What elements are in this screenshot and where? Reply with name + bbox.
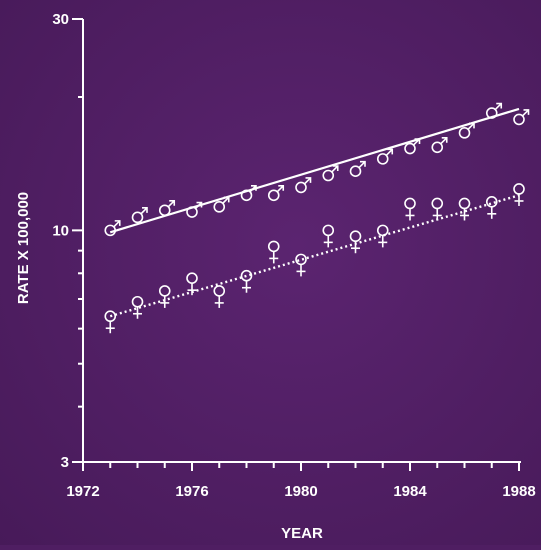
female-data-point bbox=[349, 230, 362, 254]
x-axis-label: YEAR bbox=[281, 525, 323, 542]
male-data-point bbox=[267, 184, 285, 202]
x-tick-label: 1980 bbox=[284, 483, 317, 500]
female-data-point bbox=[295, 253, 307, 277]
male-data-point bbox=[295, 177, 312, 194]
female-data-point bbox=[267, 240, 280, 264]
x-tick-label: 1988 bbox=[502, 483, 535, 500]
fit-lines bbox=[109, 107, 520, 318]
female-data-point bbox=[158, 285, 171, 308]
male-data-point bbox=[186, 201, 203, 218]
female-fit-line bbox=[109, 194, 520, 318]
male-data-point bbox=[349, 160, 366, 178]
male-data-point bbox=[104, 220, 121, 237]
female-data-point bbox=[322, 224, 335, 248]
male-data-point bbox=[513, 109, 530, 126]
male-data-point bbox=[240, 184, 257, 202]
male-data-point bbox=[485, 102, 503, 119]
male-data-point bbox=[458, 122, 475, 139]
female-data-point bbox=[131, 295, 144, 319]
female-data-point bbox=[376, 224, 389, 248]
female-data-point bbox=[404, 197, 416, 221]
female-data-point bbox=[240, 269, 253, 293]
male-data-point bbox=[322, 165, 339, 182]
female-data-point bbox=[485, 196, 498, 219]
male-data-point bbox=[158, 199, 176, 217]
male-fit-line bbox=[109, 107, 520, 234]
male-data-point bbox=[376, 148, 394, 165]
y-tick-label: 10 bbox=[52, 222, 69, 239]
female-data-point bbox=[431, 197, 444, 221]
data-points bbox=[104, 102, 530, 334]
female-data-point bbox=[104, 310, 117, 334]
female-data-point bbox=[213, 285, 226, 308]
x-tick-label: 1984 bbox=[393, 483, 427, 500]
female-data-point bbox=[458, 197, 471, 221]
male-data-point bbox=[213, 196, 230, 213]
y-tick-label: 30 bbox=[52, 11, 69, 28]
y-axis-label: RATE X 100,000 bbox=[15, 192, 32, 304]
male-data-point bbox=[131, 207, 148, 224]
y-tick-label: 3 bbox=[61, 454, 69, 471]
female-data-point bbox=[513, 183, 525, 206]
axes: 3 10 30 1972 1976 1980 1984 1988 bbox=[52, 11, 535, 500]
female-data-point bbox=[186, 272, 198, 296]
x-tick-label: 1976 bbox=[175, 483, 208, 500]
male-data-point bbox=[404, 138, 421, 155]
x-tick-label: 1972 bbox=[66, 483, 99, 500]
male-data-point bbox=[431, 136, 448, 154]
